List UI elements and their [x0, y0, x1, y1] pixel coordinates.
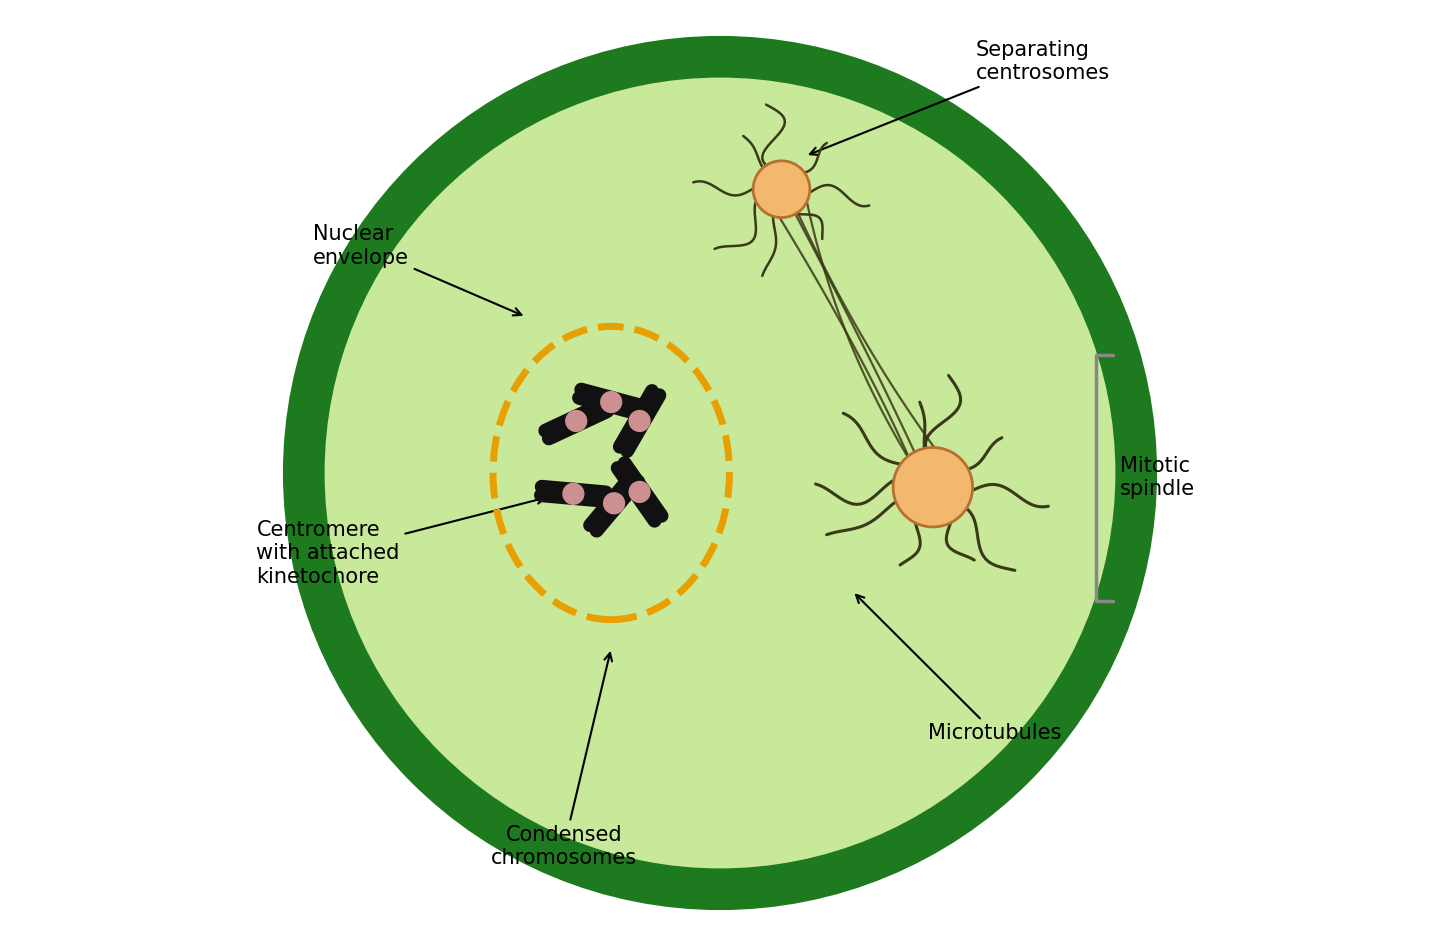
Text: Separating
centrosomes: Separating centrosomes	[809, 40, 1110, 155]
Circle shape	[600, 392, 622, 412]
Circle shape	[603, 493, 625, 514]
Text: Centromere
with attached
kinetochore: Centromere with attached kinetochore	[256, 496, 544, 587]
Text: Mitotic
spindle: Mitotic spindle	[1120, 456, 1195, 499]
Circle shape	[753, 161, 809, 218]
Circle shape	[563, 483, 583, 504]
Text: Microtubules: Microtubules	[855, 595, 1061, 744]
Circle shape	[304, 57, 1136, 889]
Circle shape	[893, 447, 972, 527]
Circle shape	[629, 411, 649, 431]
Circle shape	[566, 411, 586, 431]
Circle shape	[629, 482, 649, 502]
Text: Nuclear
envelope: Nuclear envelope	[314, 224, 521, 315]
Text: Condensed
chromosomes: Condensed chromosomes	[491, 653, 636, 868]
